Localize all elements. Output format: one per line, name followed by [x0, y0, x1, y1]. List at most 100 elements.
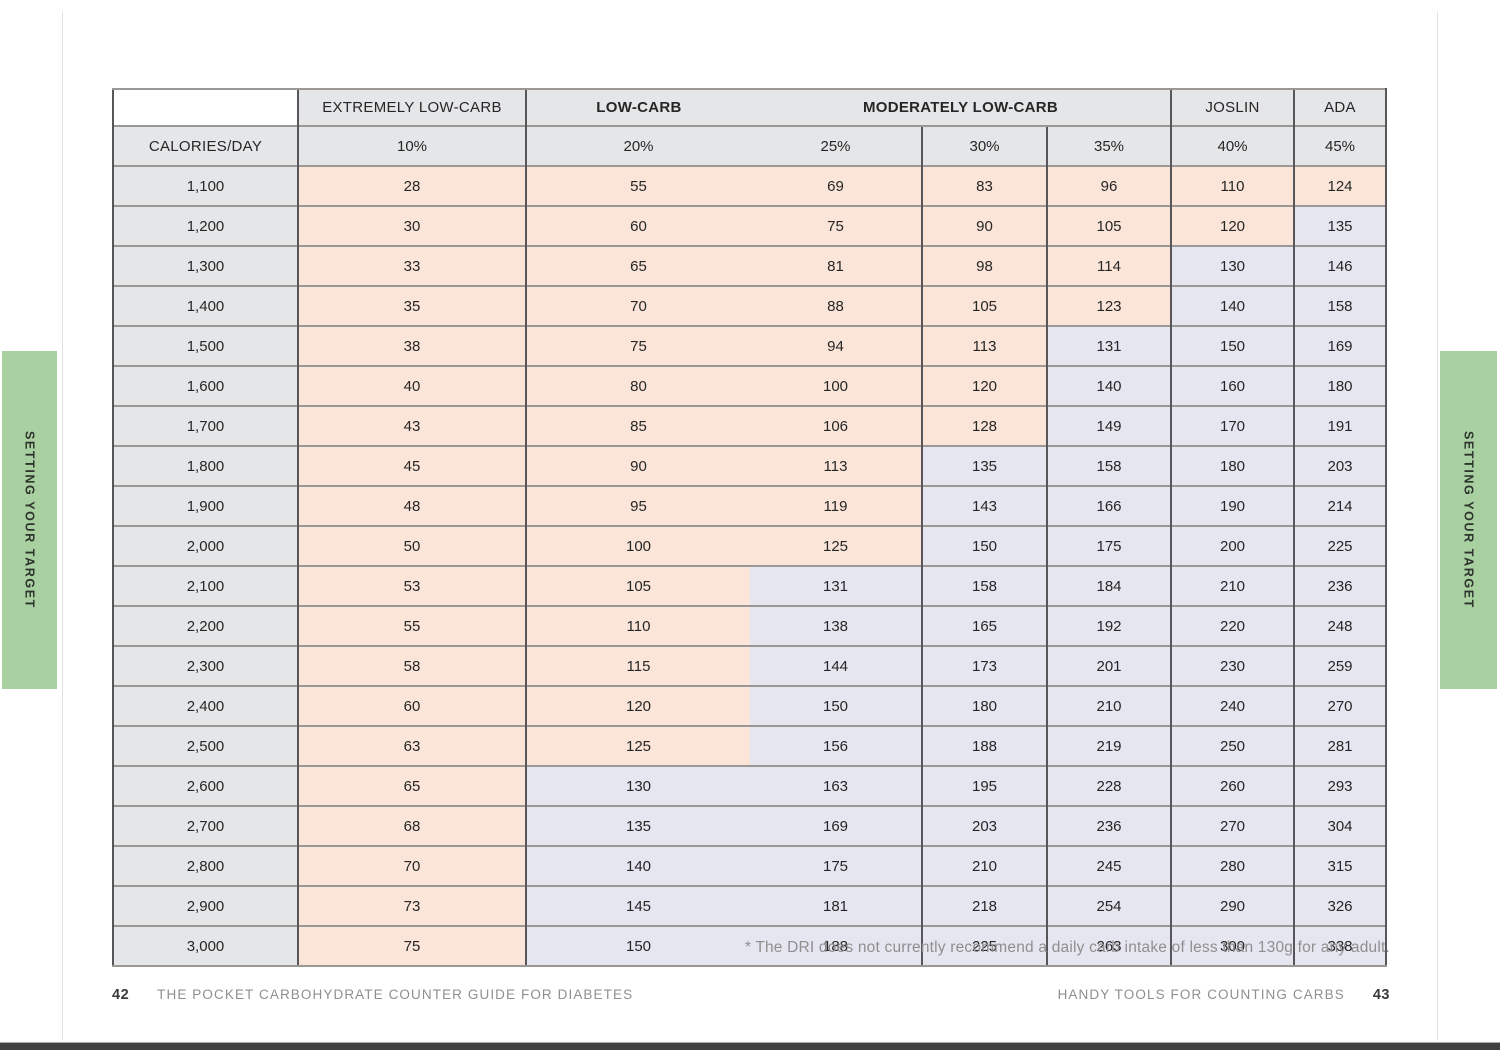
scan-bottom-bar: [0, 1042, 1500, 1050]
carb-grams-cell: 105: [1046, 205, 1171, 246]
carb-grams-cell: 105: [525, 565, 750, 606]
carb-grams-cell: 90: [921, 205, 1047, 246]
carb-grams-cell: 245: [1046, 845, 1171, 886]
carb-grams-cell: 85: [525, 405, 750, 446]
carb-grams-cell: 188: [750, 925, 922, 967]
carb-grams-cell: 192: [1046, 605, 1171, 646]
carb-grams-cell: 140: [525, 845, 750, 886]
table-row: 2,500 63 125 156 188 219 250 281: [112, 725, 1387, 766]
carb-grams-cell: 110: [525, 605, 750, 646]
carb-grams-cell: 110: [1170, 165, 1294, 206]
carb-grams-cell: 201: [1046, 645, 1171, 686]
table-row: 1,700 43 85 106 128 149 170 191: [112, 405, 1387, 446]
carb-grams-cell: 135: [525, 805, 750, 846]
calories-cell: 2,900: [112, 885, 298, 926]
table-row: 2,700 68 135 169 203 236 270 304: [112, 805, 1387, 846]
chapter-title: HANDY TOOLS FOR COUNTING CARBS: [1057, 987, 1345, 1002]
carb-grams-cell: 138: [750, 605, 922, 646]
carb-grams-cell: 158: [1046, 445, 1171, 486]
calories-cell: 2,500: [112, 725, 298, 766]
carb-grams-cell: 338: [1293, 925, 1387, 967]
carb-grams-cell: 33: [297, 245, 526, 286]
carb-grams-cell: 58: [297, 645, 526, 686]
table-row: 1,500 38 75 94 113 131 150 169: [112, 325, 1387, 366]
dri-footnote: * The DRI does not currently recommend a…: [744, 939, 1390, 956]
carb-grams-cell: 290: [1170, 885, 1294, 926]
percent-header-10: 10%: [297, 125, 526, 166]
group-header-joslin: JOSLIN: [1170, 88, 1294, 126]
carb-grams-cell: 45: [297, 445, 526, 486]
left-running-footer: 42 THE POCKET CARBOHYDRATE COUNTER GUIDE…: [112, 987, 633, 1003]
carb-grams-cell: 38: [297, 325, 526, 366]
carb-grams-cell: 30: [297, 205, 526, 246]
group-header-moderately-low-carb: MODERATELY LOW-CARB: [862, 99, 1059, 116]
carb-grams-cell: 123: [1046, 285, 1171, 326]
group-header-ada: ADA: [1293, 88, 1387, 126]
calories-cell: 1,500: [112, 325, 298, 366]
carb-grams-cell: 100: [525, 525, 750, 566]
right-page-edge: [1437, 12, 1438, 1040]
carb-grams-cell: 270: [1170, 805, 1294, 846]
carb-grams-cell: 191: [1293, 405, 1387, 446]
carb-grams-cell: 65: [297, 765, 526, 806]
carb-grams-cell: 240: [1170, 685, 1294, 726]
carb-grams-cell: 220: [1170, 605, 1294, 646]
carb-grams-cell: 43: [297, 405, 526, 446]
calories-cell: 2,600: [112, 765, 298, 806]
table-row: 1,300 33 65 81 98 114 130 146: [112, 245, 1387, 286]
carb-grams-cell: 180: [921, 685, 1047, 726]
calories-cell: 2,300: [112, 645, 298, 686]
calories-cell: 1,100: [112, 165, 298, 206]
table-row: 1,600 40 80 100 120 140 160 180: [112, 365, 1387, 406]
table-row: 1,400 35 70 88 105 123 140 158: [112, 285, 1387, 326]
carb-grams-cell: 228: [1046, 765, 1171, 806]
carb-grams-cell: 188: [921, 725, 1047, 766]
carb-grams-cell: 113: [750, 445, 922, 486]
carb-grams-cell: 254: [1046, 885, 1171, 926]
carb-grams-cell: 304: [1293, 805, 1387, 846]
carb-grams-cell: 169: [1293, 325, 1387, 366]
table-row: 1,900 48 95 119 143 166 190 214: [112, 485, 1387, 526]
carb-grams-cell: 68: [297, 805, 526, 846]
carb-grams-cell: 150: [921, 525, 1047, 566]
carb-grams-cell: 120: [1170, 205, 1294, 246]
carb-grams-cell: 69: [750, 165, 922, 206]
carb-grams-cell: 131: [1046, 325, 1171, 366]
carb-grams-cell: 120: [525, 685, 750, 726]
table-row: 3,000 75 150 188 225 263 300 338: [112, 925, 1387, 967]
calories-cell: 2,400: [112, 685, 298, 726]
carb-grams-cell: 236: [1293, 565, 1387, 606]
carb-grams-cell: 125: [525, 725, 750, 766]
carb-grams-cell: 130: [1170, 245, 1294, 286]
carb-grams-cell: 175: [1046, 525, 1171, 566]
carb-grams-cell: 158: [1293, 285, 1387, 326]
table-row: 2,800 70 140 175 210 245 280 315: [112, 845, 1387, 886]
percent-header-20: 20%: [525, 125, 750, 166]
carb-grams-cell: 63: [297, 725, 526, 766]
carb-grams-cell: 145: [525, 885, 750, 926]
carb-grams-cell: 150: [750, 685, 922, 726]
carb-grams-cell: 263: [1046, 925, 1171, 967]
carb-grams-cell: 94: [750, 325, 922, 366]
carb-grams-cell: 236: [1046, 805, 1171, 846]
percent-header-30: 30%: [921, 125, 1047, 166]
carb-grams-cell: 115: [525, 645, 750, 686]
table-row: 2,200 55 110 138 165 192 220 248: [112, 605, 1387, 646]
carb-grams-cell: 210: [1046, 685, 1171, 726]
table-body: 1,100 28 55 69 83 96 110 124 1,200 30 60 75 90 105 120…: [112, 165, 1387, 967]
carb-grams-cell: 181: [750, 885, 922, 926]
calories-cell: 1,300: [112, 245, 298, 286]
carb-grams-cell: 124: [1293, 165, 1387, 206]
right-section-tab-label: SETTING YOUR TARGET: [1461, 431, 1476, 609]
carb-grams-cell: 70: [525, 285, 750, 326]
carb-grams-cell: 281: [1293, 725, 1387, 766]
table-row: 2,000 50 100 125 150 175 200 225: [112, 525, 1387, 566]
calories-cell: 1,700: [112, 405, 298, 446]
carb-grams-cell: 75: [750, 205, 922, 246]
carb-grams-cell: 180: [1170, 445, 1294, 486]
carb-grams-cell: 218: [921, 885, 1047, 926]
carb-grams-cell: 149: [1046, 405, 1171, 446]
right-section-tab: SETTING YOUR TARGET: [1440, 351, 1497, 689]
carb-grams-cell: 35: [297, 285, 526, 326]
calories-cell: 1,600: [112, 365, 298, 406]
